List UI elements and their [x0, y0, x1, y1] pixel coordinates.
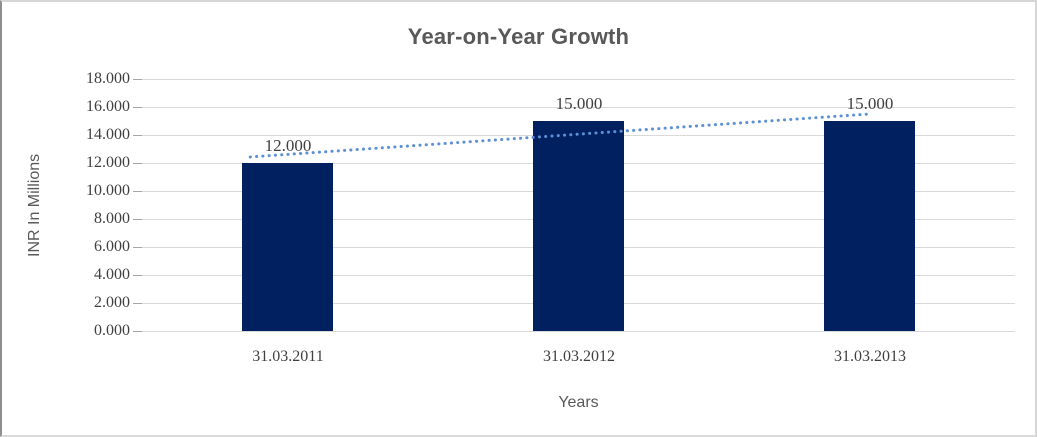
bar-31.03.2011 [242, 163, 333, 331]
plot-area [133, 79, 1015, 332]
y-axis-tick-mark [133, 191, 142, 192]
gridline [142, 79, 1015, 80]
y-axis-tick-mark [133, 79, 142, 80]
x-axis-tick-label: 31.03.2012 [543, 348, 615, 365]
y-axis-tick-label: 6.000 [94, 238, 130, 255]
gridline [142, 107, 1015, 108]
y-axis-tick-mark [133, 247, 142, 248]
y-axis-tick-label: 2.000 [94, 294, 130, 311]
y-axis-tick-mark [133, 219, 142, 220]
y-axis-tick-mark [133, 135, 142, 136]
y-axis-tick-mark [133, 163, 142, 164]
y-axis-tick-mark [133, 107, 142, 108]
y-axis-tick-label: 16.000 [86, 98, 130, 115]
x-axis-tick-label: 31.03.2011 [252, 348, 324, 365]
y-axis-tick-mark [133, 331, 142, 332]
y-axis-tick-label: 10.000 [86, 182, 130, 199]
bar-data-label: 15.000 [555, 94, 603, 113]
bar-31.03.2012 [533, 121, 624, 331]
x-axis-title: Years [558, 394, 599, 411]
y-axis-tick-label: 18.000 [86, 70, 130, 87]
bar-data-label: 12.000 [264, 136, 312, 155]
gridline [142, 331, 1015, 332]
y-axis-tick-label: 0.000 [94, 322, 130, 339]
y-axis-tick-label: 14.000 [86, 126, 130, 143]
bar-data-label: 15.000 [846, 94, 894, 113]
bar-31.03.2013 [824, 121, 915, 331]
y-axis-tick-label: 4.000 [94, 266, 130, 283]
x-axis-tick-label: 31.03.2013 [834, 348, 906, 365]
y-axis-tick-mark [133, 303, 142, 304]
y-axis-tick-label: 12.000 [86, 154, 130, 171]
y-axis-tick-mark [133, 275, 142, 276]
y-axis-tick-label: 8.000 [94, 210, 130, 227]
chart-title: Year-on-Year Growth [407, 24, 630, 49]
